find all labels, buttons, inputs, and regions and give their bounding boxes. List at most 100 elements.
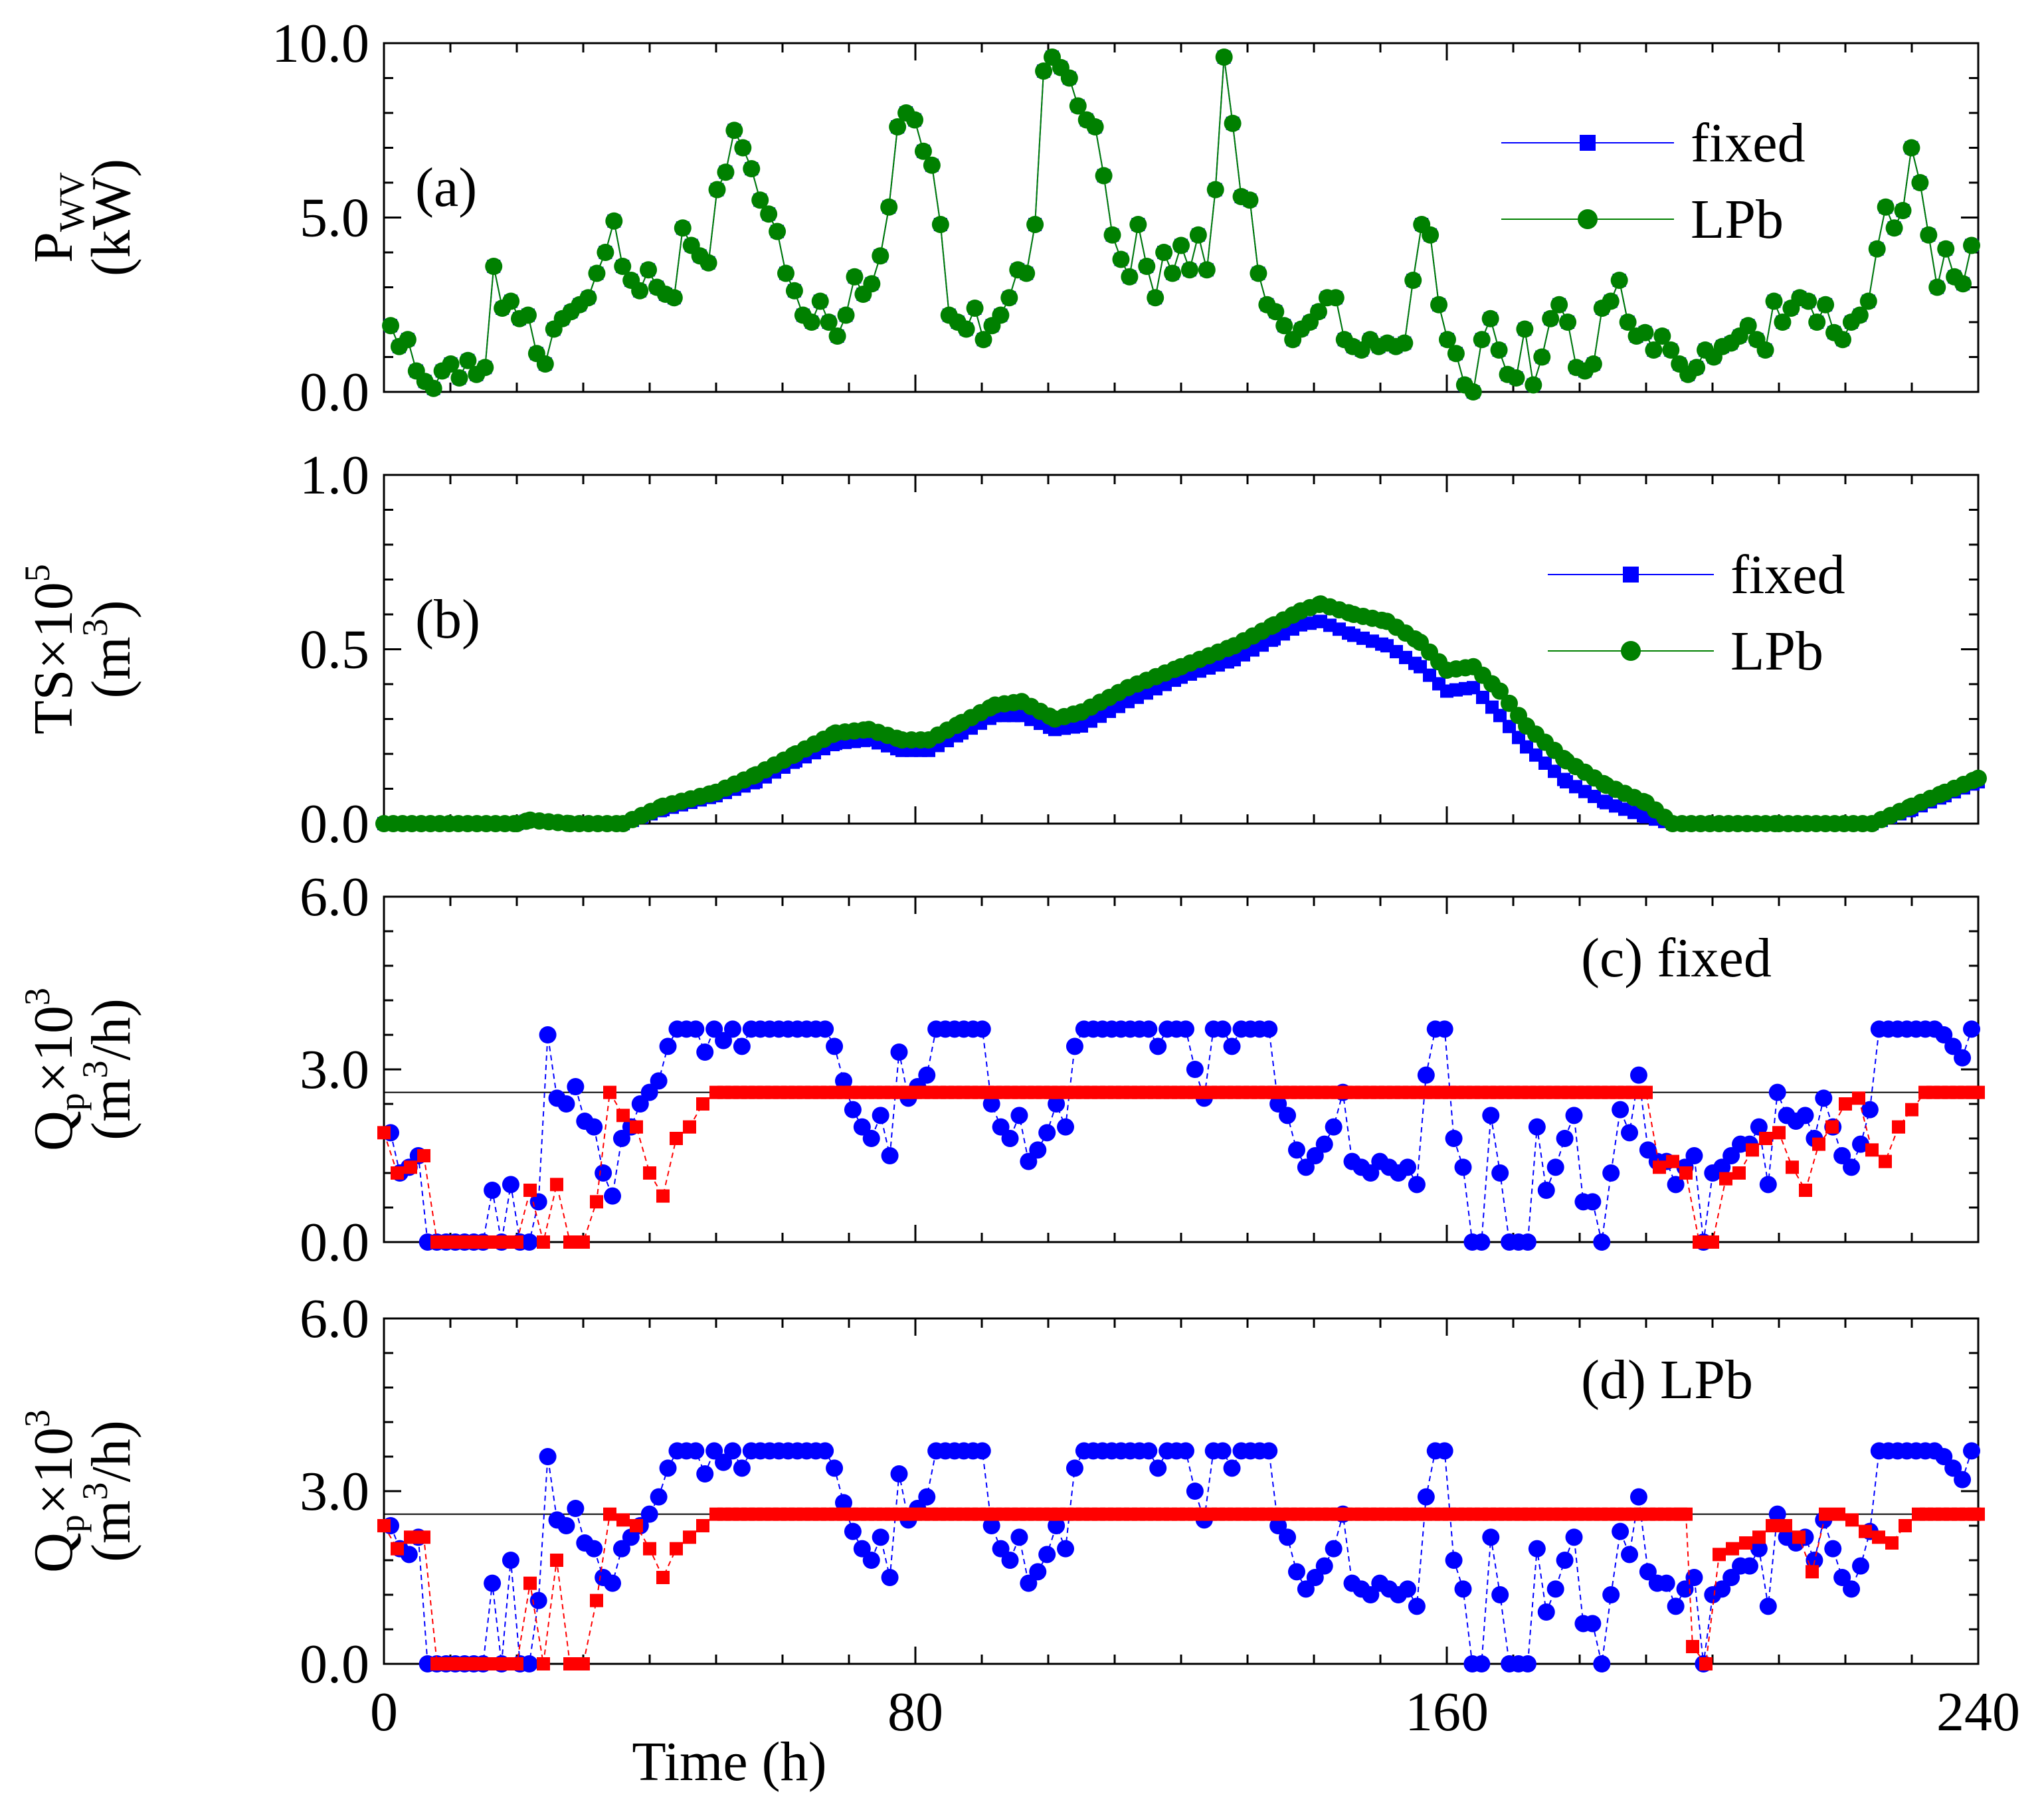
data-point: [1667, 1176, 1685, 1194]
data-point: [1920, 226, 1938, 244]
data-point: [1250, 264, 1267, 282]
data-point: [1537, 1182, 1555, 1199]
data-point: [643, 1166, 656, 1180]
data-point: [1653, 327, 1671, 345]
y-axis-title: TS×105: [17, 564, 84, 734]
y-tick-label: 0.0: [300, 361, 369, 423]
data-point: [567, 1078, 585, 1095]
data-point: [1186, 1483, 1204, 1500]
data-point: [1438, 331, 1456, 349]
data-point: [837, 306, 855, 324]
data-point: [1464, 383, 1482, 401]
data-point: [391, 1542, 404, 1556]
data-point: [643, 1542, 656, 1556]
data-point: [1679, 1166, 1693, 1180]
data-point: [863, 275, 881, 293]
data-point: [577, 1235, 590, 1249]
data-point: [1315, 1135, 1333, 1153]
data-point: [1759, 1176, 1777, 1194]
data-point: [1852, 1091, 1865, 1105]
data-point: [1186, 1061, 1204, 1078]
data-point: [802, 314, 820, 331]
data-point: [862, 1130, 880, 1147]
data-point: [1937, 240, 1955, 258]
data-point: [1808, 314, 1826, 331]
data-point: [1621, 1546, 1639, 1564]
data-point: [975, 331, 992, 349]
y-axis-title: Qp×103: [17, 988, 92, 1151]
data-point: [1859, 292, 1877, 310]
data-point: [377, 1519, 391, 1532]
data-point: [1493, 709, 1507, 723]
data-point: [563, 1657, 577, 1670]
data-point: [557, 1095, 575, 1113]
data-point: [1297, 1158, 1315, 1176]
legend-entry-LPb: LPb: [1501, 189, 1784, 250]
series-grid-supplied: [377, 1507, 1985, 1670]
series-LPb: [382, 48, 1980, 401]
data-point: [1645, 341, 1663, 359]
data-point: [1542, 310, 1560, 327]
data-point: [1550, 296, 1568, 314]
data-point: [844, 1522, 862, 1540]
panel-b: 0.0 0.5 1.0 TS×105(m3) (b) fixed LPb: [17, 444, 1987, 855]
data-point: [640, 1505, 658, 1523]
y-axis-title-units: (kW): [80, 159, 142, 276]
data-point: [1693, 1235, 1706, 1249]
data-point: [1602, 292, 1620, 310]
data-point: [1851, 306, 1869, 324]
data-point: [1000, 289, 1018, 307]
data-point: [1315, 1557, 1333, 1575]
data-point: [1306, 1569, 1324, 1586]
data-point: [834, 1494, 852, 1512]
data-point: [1223, 1459, 1241, 1477]
data-point: [1768, 1505, 1786, 1523]
data-point: [1662, 341, 1680, 359]
panel-label: (b): [415, 588, 480, 650]
data-point: [931, 216, 949, 233]
data-point: [1010, 1528, 1028, 1546]
data-point: [1679, 1507, 1693, 1521]
data-point: [1843, 1158, 1861, 1176]
data-point: [442, 355, 460, 373]
data-point: [1772, 1126, 1786, 1140]
data-point: [1533, 348, 1551, 366]
y-tick-label: 3.0: [300, 1461, 369, 1522]
data-point: [1066, 1037, 1083, 1055]
data-point: [1408, 1597, 1426, 1615]
x-tick-label: 80: [887, 1681, 943, 1743]
data-point: [1944, 1459, 1962, 1477]
data-point: [590, 1195, 603, 1209]
data-point: [881, 1147, 899, 1164]
data-point: [696, 1097, 709, 1111]
data-point: [918, 1488, 936, 1506]
data-point: [683, 1120, 696, 1134]
data-point: [1584, 1615, 1602, 1633]
data-point: [659, 1037, 677, 1055]
data-point: [1048, 1095, 1066, 1113]
data-point: [1503, 719, 1516, 733]
data-point: [889, 118, 907, 135]
data-point: [470, 1235, 484, 1249]
data-point: [1832, 1507, 1845, 1521]
data-point: [1287, 1563, 1305, 1581]
data-point: [1657, 1574, 1675, 1592]
data-point: [1010, 1107, 1028, 1125]
data-point: [1756, 341, 1774, 359]
data-point: [1885, 219, 1903, 237]
data-point: [502, 1176, 519, 1194]
data-point: [1666, 1154, 1679, 1168]
data-point: [612, 1130, 630, 1147]
panel-a: 0.0 5.0 10.0 PWV(kW) (a) fixed LPb: [23, 13, 1980, 423]
data-point: [529, 1591, 547, 1609]
data-point: [1267, 303, 1285, 321]
data-point: [1610, 272, 1628, 289]
data-point: [457, 1235, 470, 1249]
data-point: [484, 1235, 497, 1249]
data-point: [1525, 376, 1542, 394]
data-point: [1491, 1164, 1509, 1182]
y-axis-title-units: (m3/h): [75, 998, 142, 1140]
data-point: [1436, 1442, 1453, 1460]
data-point: [1491, 1586, 1509, 1603]
data-point: [603, 1085, 616, 1099]
